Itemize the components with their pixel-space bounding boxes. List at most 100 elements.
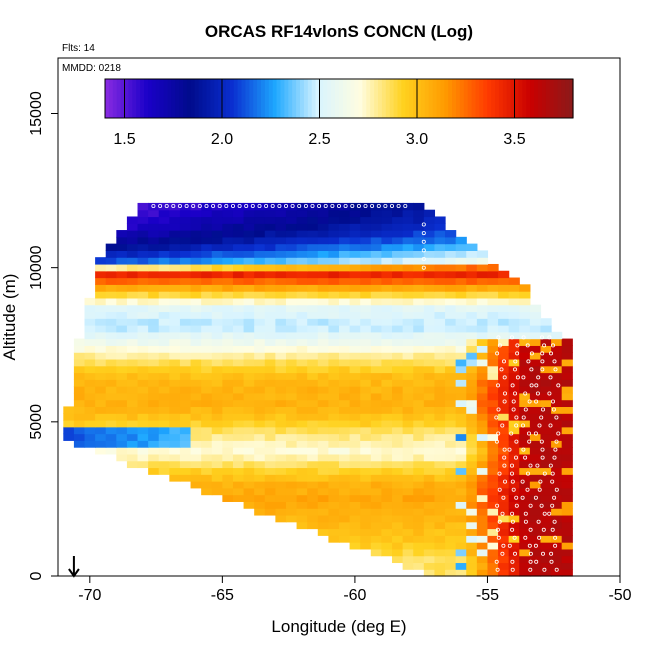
heatmap-cell [275, 386, 287, 394]
heatmap-cell [116, 392, 128, 401]
heatmap-cell [126, 372, 139, 380]
heatmap-cell [529, 460, 542, 469]
heatmap-cell [339, 352, 351, 360]
heatmap-cell [254, 494, 266, 502]
heatmap-cell [423, 508, 436, 516]
heatmap-cell [275, 216, 287, 224]
heatmap-cell [254, 460, 266, 469]
heatmap-cell [402, 263, 414, 272]
heatmap-cell [211, 311, 223, 319]
heatmap-cell [169, 352, 181, 360]
heatmap-cell [105, 257, 117, 265]
heatmap-cell [529, 555, 542, 564]
heatmap-cell [169, 379, 181, 387]
heatmap-cell [116, 419, 128, 428]
heatmap-cell [158, 230, 170, 238]
heatmap-cell [445, 419, 457, 428]
heatmap-cell [328, 474, 340, 482]
heatmap-cell [137, 223, 149, 231]
heatmap-cell [455, 270, 467, 279]
heatmap-cell [360, 202, 372, 211]
heatmap-cell [264, 406, 276, 414]
heatmap-cell [455, 379, 467, 387]
heatmap-cell [307, 236, 319, 245]
colorbar-segment [545, 79, 551, 118]
colorbar-segment [303, 79, 309, 118]
heatmap-cell [328, 481, 340, 489]
heatmap-cell [349, 474, 361, 482]
heatmap-cell [285, 257, 298, 265]
heatmap-cell [116, 365, 128, 374]
track-point [500, 423, 505, 428]
heatmap-cell [392, 284, 404, 292]
heatmap-cell [328, 236, 340, 245]
heatmap-cell [275, 263, 287, 272]
heatmap-cell [381, 230, 393, 238]
heatmap-cell [169, 277, 181, 285]
heatmap-cell [116, 291, 128, 299]
heatmap-cell [498, 514, 510, 523]
heatmap-cell [339, 223, 351, 231]
heatmap-cell [392, 399, 404, 408]
heatmap-cell [105, 413, 117, 421]
heatmap-cell [529, 562, 542, 570]
heatmap-cell [158, 399, 170, 408]
heatmap-cell [487, 535, 499, 543]
heatmap-cell [498, 481, 510, 489]
heatmap-cell [402, 291, 414, 299]
heatmap-cell [466, 365, 478, 374]
track-point [548, 375, 553, 380]
heatmap-cell [349, 202, 361, 211]
heatmap-cell [551, 413, 563, 421]
heatmap-cell [487, 481, 499, 489]
heatmap-cell [158, 433, 170, 441]
heatmap-cell [561, 426, 573, 435]
heatmap-cell [95, 338, 107, 346]
heatmap-cell [222, 284, 234, 292]
heatmap-cell [307, 447, 319, 455]
heatmap-cell [232, 352, 245, 360]
track-point [495, 351, 500, 356]
heatmap-cell [423, 494, 436, 502]
colorbar-segment [459, 79, 465, 118]
heatmap-cell [137, 202, 149, 211]
heatmap-cell [307, 345, 319, 353]
heatmap-cell [508, 433, 520, 441]
heatmap-cell [95, 318, 107, 326]
heatmap-cell [222, 250, 234, 258]
heatmap-cell [328, 487, 340, 496]
heatmap-cell [445, 453, 457, 462]
heatmap-cell [476, 481, 489, 489]
heatmap-cell [434, 453, 446, 462]
heatmap-cell [508, 419, 520, 428]
heatmap-cell [540, 440, 552, 448]
track-point [230, 203, 235, 208]
heatmap-cell [126, 365, 139, 374]
heatmap-cell [275, 379, 287, 387]
heatmap-cell [551, 331, 563, 340]
heatmap-cell [126, 392, 139, 401]
heatmap-cell [275, 447, 287, 455]
heatmap-cell [317, 325, 329, 333]
heatmap-cell [254, 257, 266, 265]
heatmap-cell [540, 386, 552, 394]
heatmap-cell [360, 345, 372, 353]
heatmap-cell [73, 433, 86, 441]
heatmap-cell [445, 304, 457, 313]
track-point [497, 519, 502, 524]
heatmap-cell [434, 487, 446, 496]
heatmap-cell [402, 345, 414, 353]
x-tick-label: -65 [211, 587, 234, 604]
heatmap-cell [402, 352, 414, 360]
heatmap-cell [476, 494, 489, 502]
heatmap-cell [275, 433, 287, 441]
heatmap-cell [466, 413, 478, 421]
colorbar-segment [292, 79, 297, 118]
heatmap-cell [392, 555, 404, 564]
heatmap-cell [445, 406, 457, 414]
heatmap-cell [105, 284, 117, 292]
heatmap-cell [540, 453, 552, 462]
track-point [552, 519, 557, 524]
heatmap-cell [423, 481, 436, 489]
heatmap-cell [540, 406, 552, 414]
